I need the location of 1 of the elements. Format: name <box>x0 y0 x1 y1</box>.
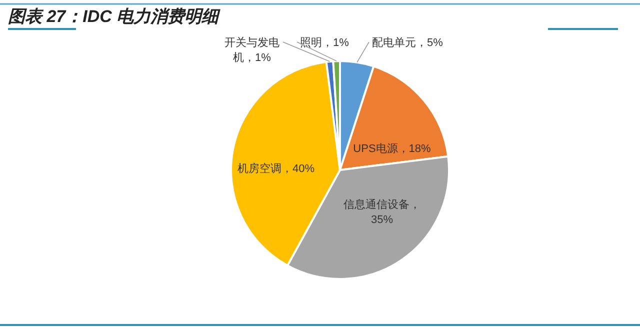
title: 图表 27：IDC 电力消费明细 <box>8 7 219 26</box>
